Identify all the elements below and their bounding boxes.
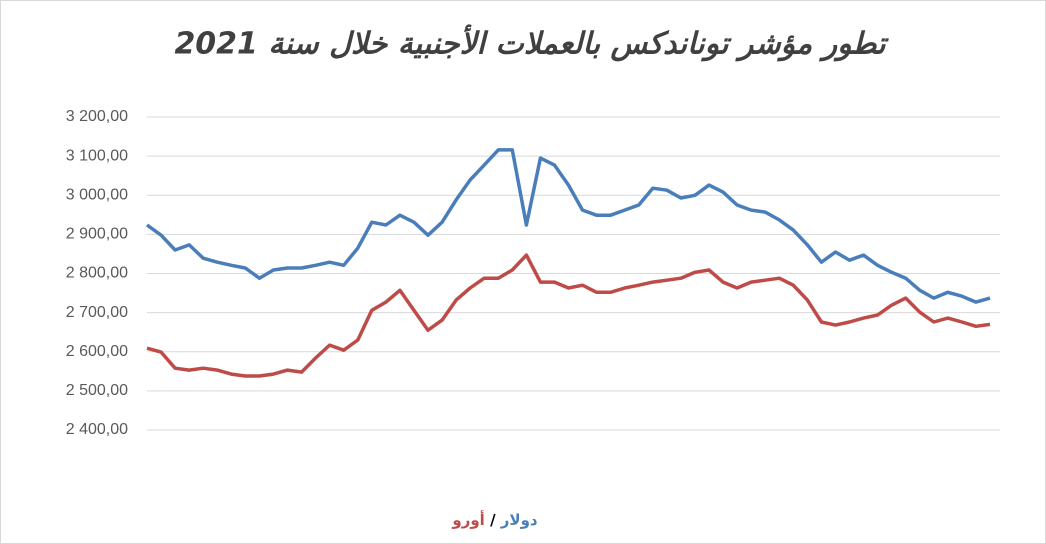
legend-separator: / bbox=[490, 511, 496, 529]
y-tick-label: 3 000,00 bbox=[66, 186, 128, 203]
legend-entry: دولار bbox=[500, 511, 538, 529]
chart-title: تطور مؤشر توناندكس بالعملات الأجنبية خلا… bbox=[174, 24, 889, 62]
line-series bbox=[145, 148, 991, 304]
legend: دولار / أورو bbox=[451, 510, 538, 529]
y-tick-label: 2 500,00 bbox=[66, 382, 128, 399]
y-tick-label: 2 600,00 bbox=[66, 343, 128, 360]
y-tick-label: 3 200,00 bbox=[66, 108, 128, 125]
y-tick-label: 2 400,00 bbox=[66, 421, 128, 438]
y-tick-label: 2 800,00 bbox=[66, 265, 128, 282]
line-series bbox=[146, 253, 991, 378]
y-tick-label: 2 700,00 bbox=[66, 304, 128, 321]
y-tick-label: 2 900,00 bbox=[66, 226, 128, 243]
legend-entry: أورو bbox=[451, 510, 484, 529]
y-tick-label: 3 100,00 bbox=[66, 147, 128, 164]
